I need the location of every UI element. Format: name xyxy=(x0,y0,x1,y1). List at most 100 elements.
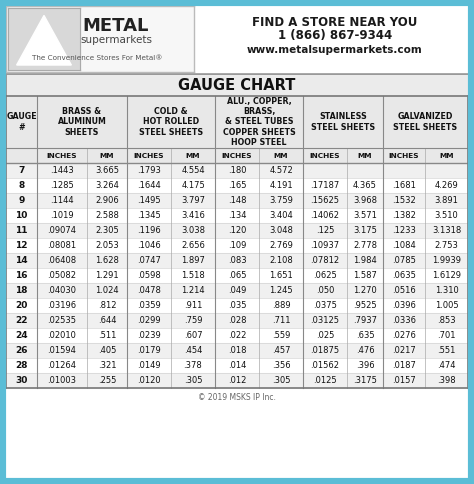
Text: .0635: .0635 xyxy=(392,271,416,280)
Text: .0157: .0157 xyxy=(392,376,416,385)
Text: .012: .012 xyxy=(228,376,246,385)
Text: 1.628: 1.628 xyxy=(95,256,119,265)
Text: MM: MM xyxy=(439,152,454,158)
Text: BRASS &
ALUMINUM
SHEETS: BRASS & ALUMINUM SHEETS xyxy=(57,107,107,137)
Text: .321: .321 xyxy=(98,361,116,370)
Text: 9: 9 xyxy=(18,196,25,205)
Text: 3.665: 3.665 xyxy=(95,166,119,175)
Text: 1.310: 1.310 xyxy=(435,286,458,295)
Text: 4.175: 4.175 xyxy=(181,181,205,190)
Text: 30: 30 xyxy=(15,376,27,385)
Text: .0125: .0125 xyxy=(313,376,337,385)
Text: 3.175: 3.175 xyxy=(353,226,377,235)
Text: 4.269: 4.269 xyxy=(435,181,458,190)
Text: GAUGE
#: GAUGE # xyxy=(6,112,37,132)
Text: 1.518: 1.518 xyxy=(181,271,205,280)
Text: .0747: .0747 xyxy=(137,256,161,265)
Text: 2.108: 2.108 xyxy=(269,256,293,265)
Text: 20: 20 xyxy=(15,301,27,310)
Text: .255: .255 xyxy=(98,376,116,385)
Text: The Convenience Stores For Metal®: The Convenience Stores For Metal® xyxy=(32,55,162,61)
Text: 3.797: 3.797 xyxy=(181,196,205,205)
Text: 1.651: 1.651 xyxy=(269,271,293,280)
Text: .0179: .0179 xyxy=(137,346,161,355)
Text: .134: .134 xyxy=(228,211,246,220)
Text: INCHES: INCHES xyxy=(222,152,252,158)
Text: .1495: .1495 xyxy=(137,196,161,205)
Text: .759: .759 xyxy=(184,316,202,325)
Text: 2.769: 2.769 xyxy=(269,241,293,250)
Text: .014: .014 xyxy=(228,361,246,370)
Text: .635: .635 xyxy=(356,331,374,340)
Text: 3.404: 3.404 xyxy=(269,211,293,220)
Text: 26: 26 xyxy=(15,346,28,355)
Text: .0396: .0396 xyxy=(392,301,416,310)
Text: .457: .457 xyxy=(272,346,290,355)
Text: 3.416: 3.416 xyxy=(181,211,205,220)
Text: .09074: .09074 xyxy=(47,226,76,235)
Text: INCHES: INCHES xyxy=(134,152,164,158)
Text: .01003: .01003 xyxy=(47,376,76,385)
Text: .02010: .02010 xyxy=(47,331,76,340)
Text: supermarkets: supermarkets xyxy=(80,35,152,45)
Text: 3.571: 3.571 xyxy=(353,211,377,220)
Text: 4.365: 4.365 xyxy=(353,181,377,190)
Text: .022: .022 xyxy=(228,331,246,340)
Text: 2.305: 2.305 xyxy=(95,226,119,235)
Text: .853: .853 xyxy=(437,316,456,325)
Text: 2.053: 2.053 xyxy=(95,241,119,250)
Text: .1285: .1285 xyxy=(50,181,74,190)
Text: .396: .396 xyxy=(356,361,374,370)
Text: 1.214: 1.214 xyxy=(181,286,205,295)
Text: 16: 16 xyxy=(15,271,28,280)
Text: STAINLESS
STEEL SHEETS: STAINLESS STEEL SHEETS xyxy=(311,112,375,132)
Text: .1084: .1084 xyxy=(392,241,416,250)
Text: MM: MM xyxy=(100,152,114,158)
Text: .474: .474 xyxy=(437,361,456,370)
Text: .01264: .01264 xyxy=(47,361,76,370)
Text: 1.270: 1.270 xyxy=(353,286,377,295)
Text: .03196: .03196 xyxy=(47,301,77,310)
Text: 1.984: 1.984 xyxy=(353,256,377,265)
Text: .03125: .03125 xyxy=(310,316,339,325)
Text: .356: .356 xyxy=(272,361,290,370)
Text: .0299: .0299 xyxy=(137,316,161,325)
Text: .0625: .0625 xyxy=(313,271,337,280)
Text: .607: .607 xyxy=(184,331,202,340)
Text: www.metalsupermarkets.com: www.metalsupermarkets.com xyxy=(247,45,423,55)
Text: 7: 7 xyxy=(18,166,25,175)
Text: 22: 22 xyxy=(15,316,28,325)
Text: .07812: .07812 xyxy=(310,256,339,265)
Text: .01875: .01875 xyxy=(310,346,339,355)
Text: 14: 14 xyxy=(15,256,28,265)
Text: .04030: .04030 xyxy=(47,286,76,295)
Text: .050: .050 xyxy=(316,286,334,295)
Text: 3.048: 3.048 xyxy=(269,226,293,235)
Text: .06408: .06408 xyxy=(47,256,77,265)
Text: .454: .454 xyxy=(184,346,202,355)
Text: 8: 8 xyxy=(18,181,25,190)
Text: 18: 18 xyxy=(15,286,28,295)
Text: .0217: .0217 xyxy=(392,346,416,355)
Text: .889: .889 xyxy=(272,301,290,310)
Text: .0785: .0785 xyxy=(392,256,416,265)
Text: INCHES: INCHES xyxy=(389,152,419,158)
Text: .1681: .1681 xyxy=(392,181,416,190)
Text: 1.245: 1.245 xyxy=(269,286,293,295)
Text: 3.264: 3.264 xyxy=(95,181,119,190)
Text: MM: MM xyxy=(358,152,372,158)
Text: 1.897: 1.897 xyxy=(181,256,205,265)
Text: .01594: .01594 xyxy=(47,346,76,355)
Text: .476: .476 xyxy=(356,346,374,355)
Text: .644: .644 xyxy=(98,316,116,325)
Text: 1.024: 1.024 xyxy=(95,286,119,295)
Text: 4.191: 4.191 xyxy=(269,181,293,190)
Text: 1 (866) 867-9344: 1 (866) 867-9344 xyxy=(278,30,392,43)
Text: .035: .035 xyxy=(228,301,246,310)
Text: 3.759: 3.759 xyxy=(269,196,293,205)
Text: .1019: .1019 xyxy=(50,211,74,220)
Text: ALU., COPPER,
BRASS,
& STEEL TUBES
COPPER SHEETS
HOOP STEEL: ALU., COPPER, BRASS, & STEEL TUBES COPPE… xyxy=(223,97,295,147)
Text: 2.778: 2.778 xyxy=(353,241,377,250)
Text: .378: .378 xyxy=(183,361,202,370)
Text: 10: 10 xyxy=(15,211,27,220)
